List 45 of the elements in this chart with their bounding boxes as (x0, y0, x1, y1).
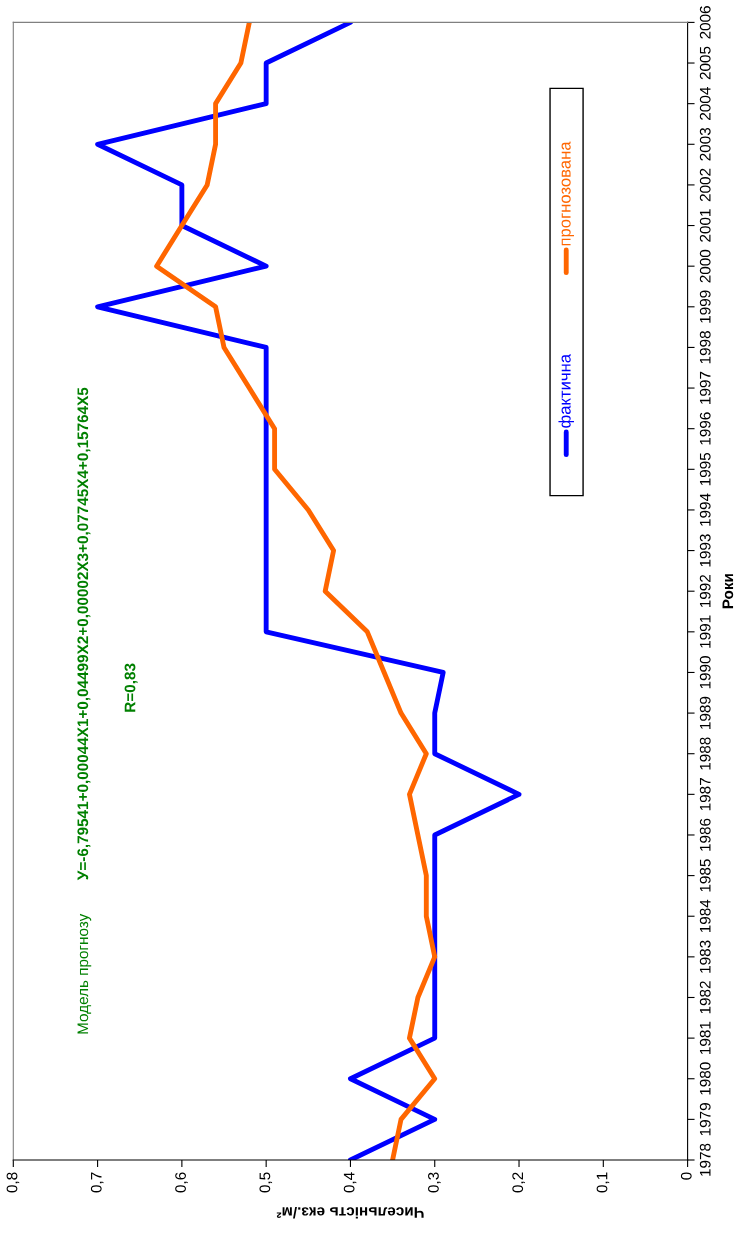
x-tick-label: 0,6 (175, 1172, 188, 1193)
x-tick-label: 0,1 (596, 1172, 610, 1193)
x-tick-label: 0,3 (428, 1172, 441, 1193)
x-tick-label: 0,8 (6, 1172, 20, 1193)
y-tick-label: 1999 (699, 290, 711, 323)
y-tick-label: 1994 (699, 493, 711, 526)
y-tick-label: 1979 (699, 1103, 711, 1136)
annotation: R=0,83 (124, 663, 138, 712)
y-tick-label: 1990 (699, 656, 711, 689)
x-axis-title: Чисельність екз./м² (276, 1207, 424, 1219)
y-tick-label: 2002 (699, 168, 711, 202)
y-tick-label: 1997 (699, 371, 711, 404)
y-tick-label: 1996 (699, 412, 711, 445)
x-tick-label: 0,2 (512, 1172, 525, 1193)
text: фактична (558, 353, 574, 428)
y-tick-label: 1985 (699, 859, 711, 892)
y-tick-label: 1982 (699, 981, 711, 1014)
x-tick-label: 0,4 (343, 1172, 357, 1193)
y-tick-label: 1989 (699, 696, 711, 729)
y-tick-label: 1987 (699, 778, 711, 811)
y-tick-label: 1986 (699, 818, 711, 851)
y-tick-label: 1998 (699, 331, 711, 364)
y-tick-label: 1984 (699, 899, 711, 933)
x-tick-label: 0,5 (259, 1172, 273, 1193)
y-tick-label: 1992 (699, 574, 711, 608)
y-tick-label: 2006 (699, 6, 711, 39)
text: прогнозована (561, 141, 574, 246)
y-tick-label: 2004 (699, 87, 711, 120)
y-tick-label: 1978 (699, 1143, 711, 1176)
y-tick-label: 1995 (699, 452, 711, 486)
y-tick-label: 2003 (699, 127, 711, 161)
y-tick-label: 2001 (699, 209, 711, 242)
y-tick-label: 1981 (699, 1021, 711, 1054)
y-tick-label: 1983 (699, 940, 711, 973)
y-tick-label: 2000 (699, 249, 711, 283)
y-tick-label: 1988 (699, 737, 711, 770)
y-tick-label: 1980 (699, 1062, 711, 1095)
y-tick-label: 1991 (699, 615, 711, 648)
y-axis-title: Роки (722, 574, 734, 609)
annotation: У=-6,79541+0,00044X1+0,04499X2+0,00002X3+0,07745X4+0,15764X5 (77, 387, 91, 881)
annotation: Модель прогнозу (77, 913, 92, 1034)
x-tick-label: 0,7 (90, 1172, 104, 1193)
x-tick-label: 0 (680, 1172, 692, 1180)
y-tick-label: 1993 (699, 534, 711, 567)
y-tick-label: 2005 (699, 46, 711, 80)
